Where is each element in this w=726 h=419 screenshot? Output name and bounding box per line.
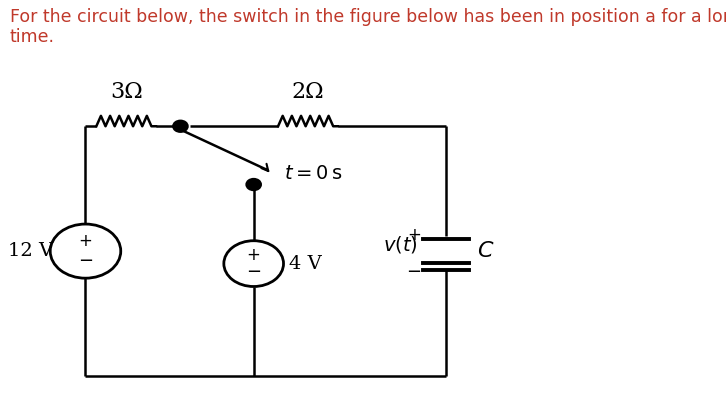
Text: 3Ω: 3Ω [110, 81, 142, 103]
Text: $v(t)$: $v(t)$ [383, 234, 418, 255]
Text: +: + [78, 232, 92, 250]
Text: $t = 0\,\mathrm{s}$: $t = 0\,\mathrm{s}$ [284, 165, 342, 183]
Text: −: − [78, 252, 93, 270]
Text: $C$: $C$ [477, 240, 494, 262]
Text: −: − [406, 263, 421, 281]
Text: 12 V: 12 V [8, 242, 53, 260]
Circle shape [247, 179, 261, 190]
Text: +: + [407, 226, 421, 244]
Text: 4 V: 4 V [289, 255, 322, 273]
Text: +: + [247, 246, 261, 264]
Circle shape [174, 121, 187, 132]
Text: For the circuit below, the switch in the figure below has been in position a for: For the circuit below, the switch in the… [9, 8, 726, 47]
Text: 2Ω: 2Ω [292, 81, 325, 103]
Text: −: − [246, 263, 261, 281]
